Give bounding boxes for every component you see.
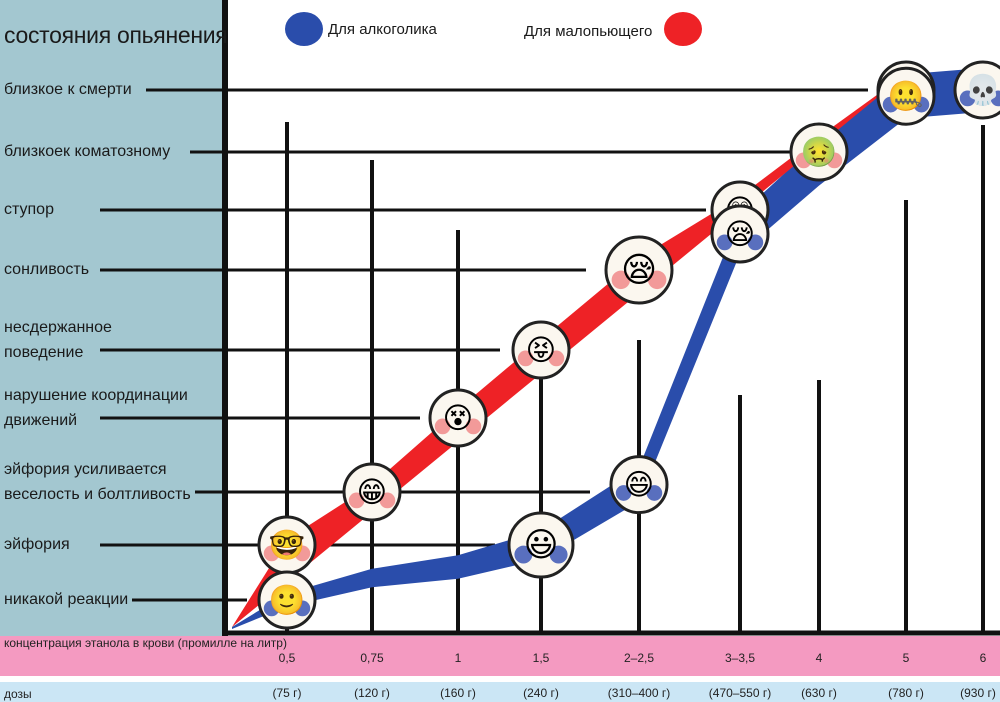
concentration-band xyxy=(0,636,1000,676)
state-label-6-line-1: нарушение координации xyxy=(4,384,192,407)
spotted-face-icon: 🤢 xyxy=(789,122,849,182)
state-label-2: близкоек коматозному xyxy=(4,140,175,163)
face-glyph: 😃 xyxy=(523,525,558,564)
face-cheek-right xyxy=(549,545,568,564)
face-cheek-left xyxy=(959,90,976,107)
series-band-alcoholic xyxy=(232,68,983,629)
x-tick-label-6: 6 xyxy=(979,651,987,665)
face-glyph: 🙂 xyxy=(269,583,306,617)
happy-face-icon: 😃 xyxy=(507,511,575,579)
legend-swatch-light-drinker xyxy=(664,12,702,46)
smiling-face-glasses-icon: 🤓 xyxy=(257,515,317,575)
x-tick-label-0-75: 0,75 xyxy=(360,651,384,665)
face-glyph: 🤐 xyxy=(888,79,925,113)
dose-tick-label-7: (630 г) xyxy=(801,686,837,700)
face-cheek-left xyxy=(795,152,812,169)
sleepy-face-icon: 😪 xyxy=(604,235,674,305)
chart-title: состояния опьянения xyxy=(4,22,228,48)
face-cheek-left xyxy=(348,492,365,509)
state-label-7-line-1: эйфория усиливается xyxy=(4,458,171,481)
face-glyph: 😝 xyxy=(526,333,557,367)
dose-tick-label-2: (120 г) xyxy=(354,686,390,700)
state-label-3: ступор xyxy=(4,198,58,221)
skull-icon: 💀 xyxy=(953,60,1000,120)
x-tick-label-1: 1 xyxy=(454,651,462,665)
face-glyph: 😪 xyxy=(621,251,657,291)
face-cheek-left xyxy=(882,96,899,113)
calm-face-icon: 🙂 xyxy=(257,570,317,630)
face-cheek-right xyxy=(646,485,663,501)
state-label-5-line-2: поведение xyxy=(4,341,88,364)
face-cheek-left xyxy=(615,485,632,501)
face-cheek-right xyxy=(294,600,311,617)
sleepy-face-icon: 😪 xyxy=(710,204,770,264)
face-cheek-left xyxy=(611,270,631,290)
face-cheek-left xyxy=(514,545,533,564)
dose-tick-label-8: (780 г) xyxy=(888,686,924,700)
face-cheek-right xyxy=(647,270,667,290)
dizzy-face-icon: 😵 xyxy=(428,388,488,448)
face-glyph: 😵 xyxy=(443,401,474,435)
face-cheek-right xyxy=(990,90,1000,107)
state-label-1: близкое к смерти xyxy=(4,78,136,101)
face-glyph: 😁 xyxy=(357,475,388,509)
face-cheek-right xyxy=(913,96,930,113)
x-axis-label: концентрация этанола в крови (промилле н… xyxy=(4,636,287,650)
zipped-face-icon: 🤐 xyxy=(876,66,936,126)
cheerful-face-icon: 😄 xyxy=(609,455,669,515)
band-separator xyxy=(0,676,1000,682)
x-tick-label-4: 4 xyxy=(815,651,823,665)
face-cheek-left xyxy=(263,600,280,617)
face-glyph: 🤢 xyxy=(801,135,838,169)
face-cheek-right xyxy=(465,418,482,435)
grinning-face-glasses-icon: 😁 xyxy=(342,462,402,522)
face-cheek-left xyxy=(263,545,280,562)
legend-label-alcoholic: Для алкоголика xyxy=(328,21,437,38)
state-label-5-line-1: несдержанное xyxy=(4,316,116,339)
face-cheek-right xyxy=(747,234,764,251)
legend-swatch-alcoholic xyxy=(285,12,323,46)
dose-tick-label-3: (160 г) xyxy=(440,686,476,700)
legend-label-light-drinker: Для малопьющего xyxy=(524,23,653,40)
y-axis-line xyxy=(222,0,228,636)
state-label-8: эйфория xyxy=(4,533,74,556)
x-tick-label-2-2-5: 2–2,5 xyxy=(623,651,655,665)
dose-axis-label: дозы xyxy=(4,687,32,701)
dose-tick-label-5: (310–400 г) xyxy=(607,686,671,700)
face-cheek-left xyxy=(434,418,451,435)
state-label-6-line-2: движений xyxy=(4,409,82,432)
face-glyph: 💀 xyxy=(965,73,1000,107)
face-cheek-right xyxy=(548,350,565,367)
face-cheek-right xyxy=(294,545,311,562)
x-tick-label-3-3-5: 3–3,5 xyxy=(724,651,756,665)
dose-tick-label-4: (240 г) xyxy=(523,686,559,700)
face-cheek-left xyxy=(517,350,534,367)
state-label-4: сонливость xyxy=(4,258,94,281)
x-tick-label-0-5: 0,5 xyxy=(278,651,296,665)
dose-tick-label-1: (75 г) xyxy=(272,686,302,700)
dose-tick-label-6: (470–550 г) xyxy=(708,686,772,700)
face-cheek-right xyxy=(826,152,843,169)
face-cheek-right xyxy=(379,492,396,509)
dose-tick-label-9: (930 г) xyxy=(960,686,996,700)
face-cheek-left xyxy=(716,234,733,251)
x-tick-label-5: 5 xyxy=(902,651,910,665)
face-glyph: 🤓 xyxy=(269,528,306,562)
face-glyph: 😪 xyxy=(725,217,756,251)
face-glyph: 😄 xyxy=(624,467,655,501)
shouting-face-sign-icon: 😝 xyxy=(511,320,571,380)
state-label-9: никакой реакции xyxy=(4,588,133,611)
dose-band xyxy=(0,682,1000,702)
x-tick-label-1-5: 1,5 xyxy=(532,651,550,665)
state-label-7-line-2: веселость и болтливость xyxy=(4,483,195,506)
